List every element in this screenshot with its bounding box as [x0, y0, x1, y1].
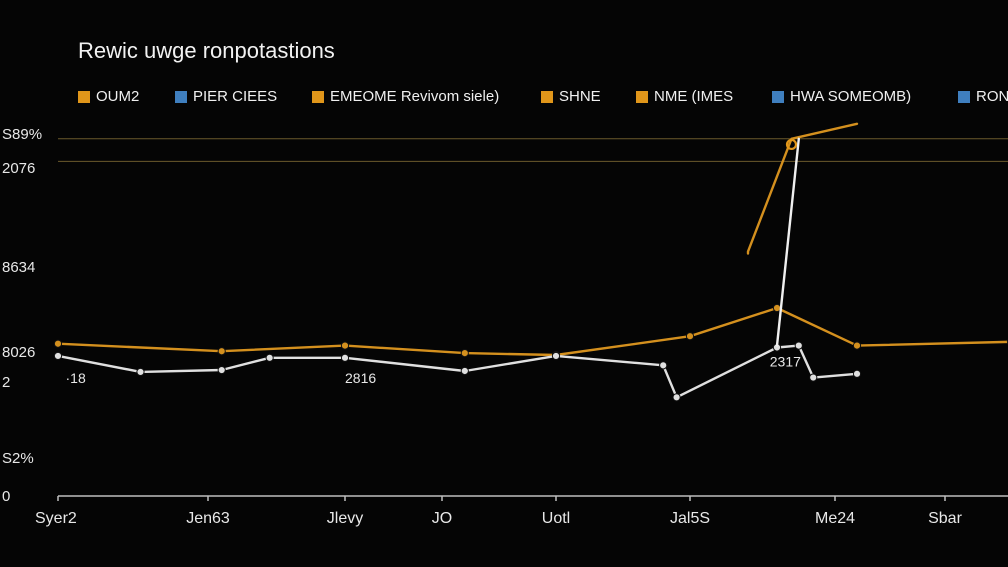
- y-tick-label: S2%: [2, 450, 34, 467]
- data-point: [685, 332, 695, 341]
- data-point: [340, 353, 350, 362]
- data-point: [217, 347, 226, 356]
- x-tick-label: Syer2: [35, 510, 77, 527]
- legend-label: OUM2: [96, 88, 140, 105]
- legend-label: SHNE: [559, 88, 601, 105]
- legend-swatch: [772, 90, 784, 103]
- data-point: [794, 341, 803, 350]
- y-tick-label: 2076: [2, 160, 35, 177]
- x-tick-label: Me24: [815, 510, 855, 527]
- x-tick-label: Sbar: [928, 510, 962, 527]
- legend-label: PIER CIEES: [193, 88, 278, 105]
- y-tick-label: S89%: [2, 126, 42, 143]
- legend-label: EMEOME Revivom siele): [330, 88, 500, 105]
- legend-item: HWA SOMEOMB): [772, 88, 911, 105]
- data-label: 2317: [770, 353, 801, 369]
- y-tick-label: 8634: [2, 259, 35, 276]
- legend-item: PIER CIEES: [175, 88, 277, 105]
- data-point: [265, 353, 274, 362]
- legend-swatch: [175, 90, 187, 103]
- data-point: [852, 341, 862, 350]
- data-point: [460, 366, 469, 376]
- series-line: [56, 306, 1008, 357]
- legend-item: OUM2: [78, 88, 139, 105]
- data-point: [460, 349, 469, 358]
- x-tick-label: Jlevy: [327, 510, 363, 527]
- legend-item: SHNE: [541, 88, 601, 105]
- legend-swatch: [312, 90, 324, 103]
- data-label: ·18: [66, 370, 86, 386]
- legend-item: RON: [958, 88, 1008, 105]
- data-label: 2816: [345, 370, 376, 386]
- y-tick-label: 8026: [2, 344, 35, 361]
- data-point: [551, 351, 561, 361]
- highlight-marker: [785, 138, 798, 151]
- data-point: [672, 393, 681, 402]
- legend-swatch: [541, 90, 553, 103]
- x-tick-label: Jal5S: [670, 510, 710, 527]
- legend-label: NME (IMES: [654, 88, 734, 105]
- legend: OUM2 PIER CIEES EMEOME Revivom siele) SHNE N…: [78, 88, 1008, 108]
- y-tick-label: 2: [2, 374, 10, 391]
- legend-item: EMEOME Revivom siele): [312, 88, 499, 105]
- series-line: [775, 137, 800, 347]
- y-tick-label: 0: [2, 488, 10, 505]
- data-point: [53, 351, 63, 361]
- data-point: [809, 373, 818, 382]
- series-line: [746, 122, 859, 255]
- legend-label: HWA SOMEOMB): [790, 88, 912, 105]
- data-point: [136, 367, 145, 377]
- legend-swatch: [78, 90, 90, 103]
- x-tick-label: Uotl: [542, 510, 570, 527]
- legend-label: RON: [976, 88, 1008, 105]
- x-tick-label: JO: [432, 510, 452, 527]
- data-point: [340, 341, 350, 350]
- data-point: [217, 365, 226, 375]
- data-point: [659, 361, 668, 370]
- x-tick-label: Jen63: [186, 510, 230, 527]
- legend-item: NME (IMES: [636, 88, 733, 105]
- legend-swatch: [636, 90, 648, 103]
- legend-swatch: [958, 90, 970, 103]
- data-point: [53, 339, 63, 348]
- chart-title: Rewic uwge ronpotastions: [78, 38, 335, 63]
- data-point: [852, 369, 862, 378]
